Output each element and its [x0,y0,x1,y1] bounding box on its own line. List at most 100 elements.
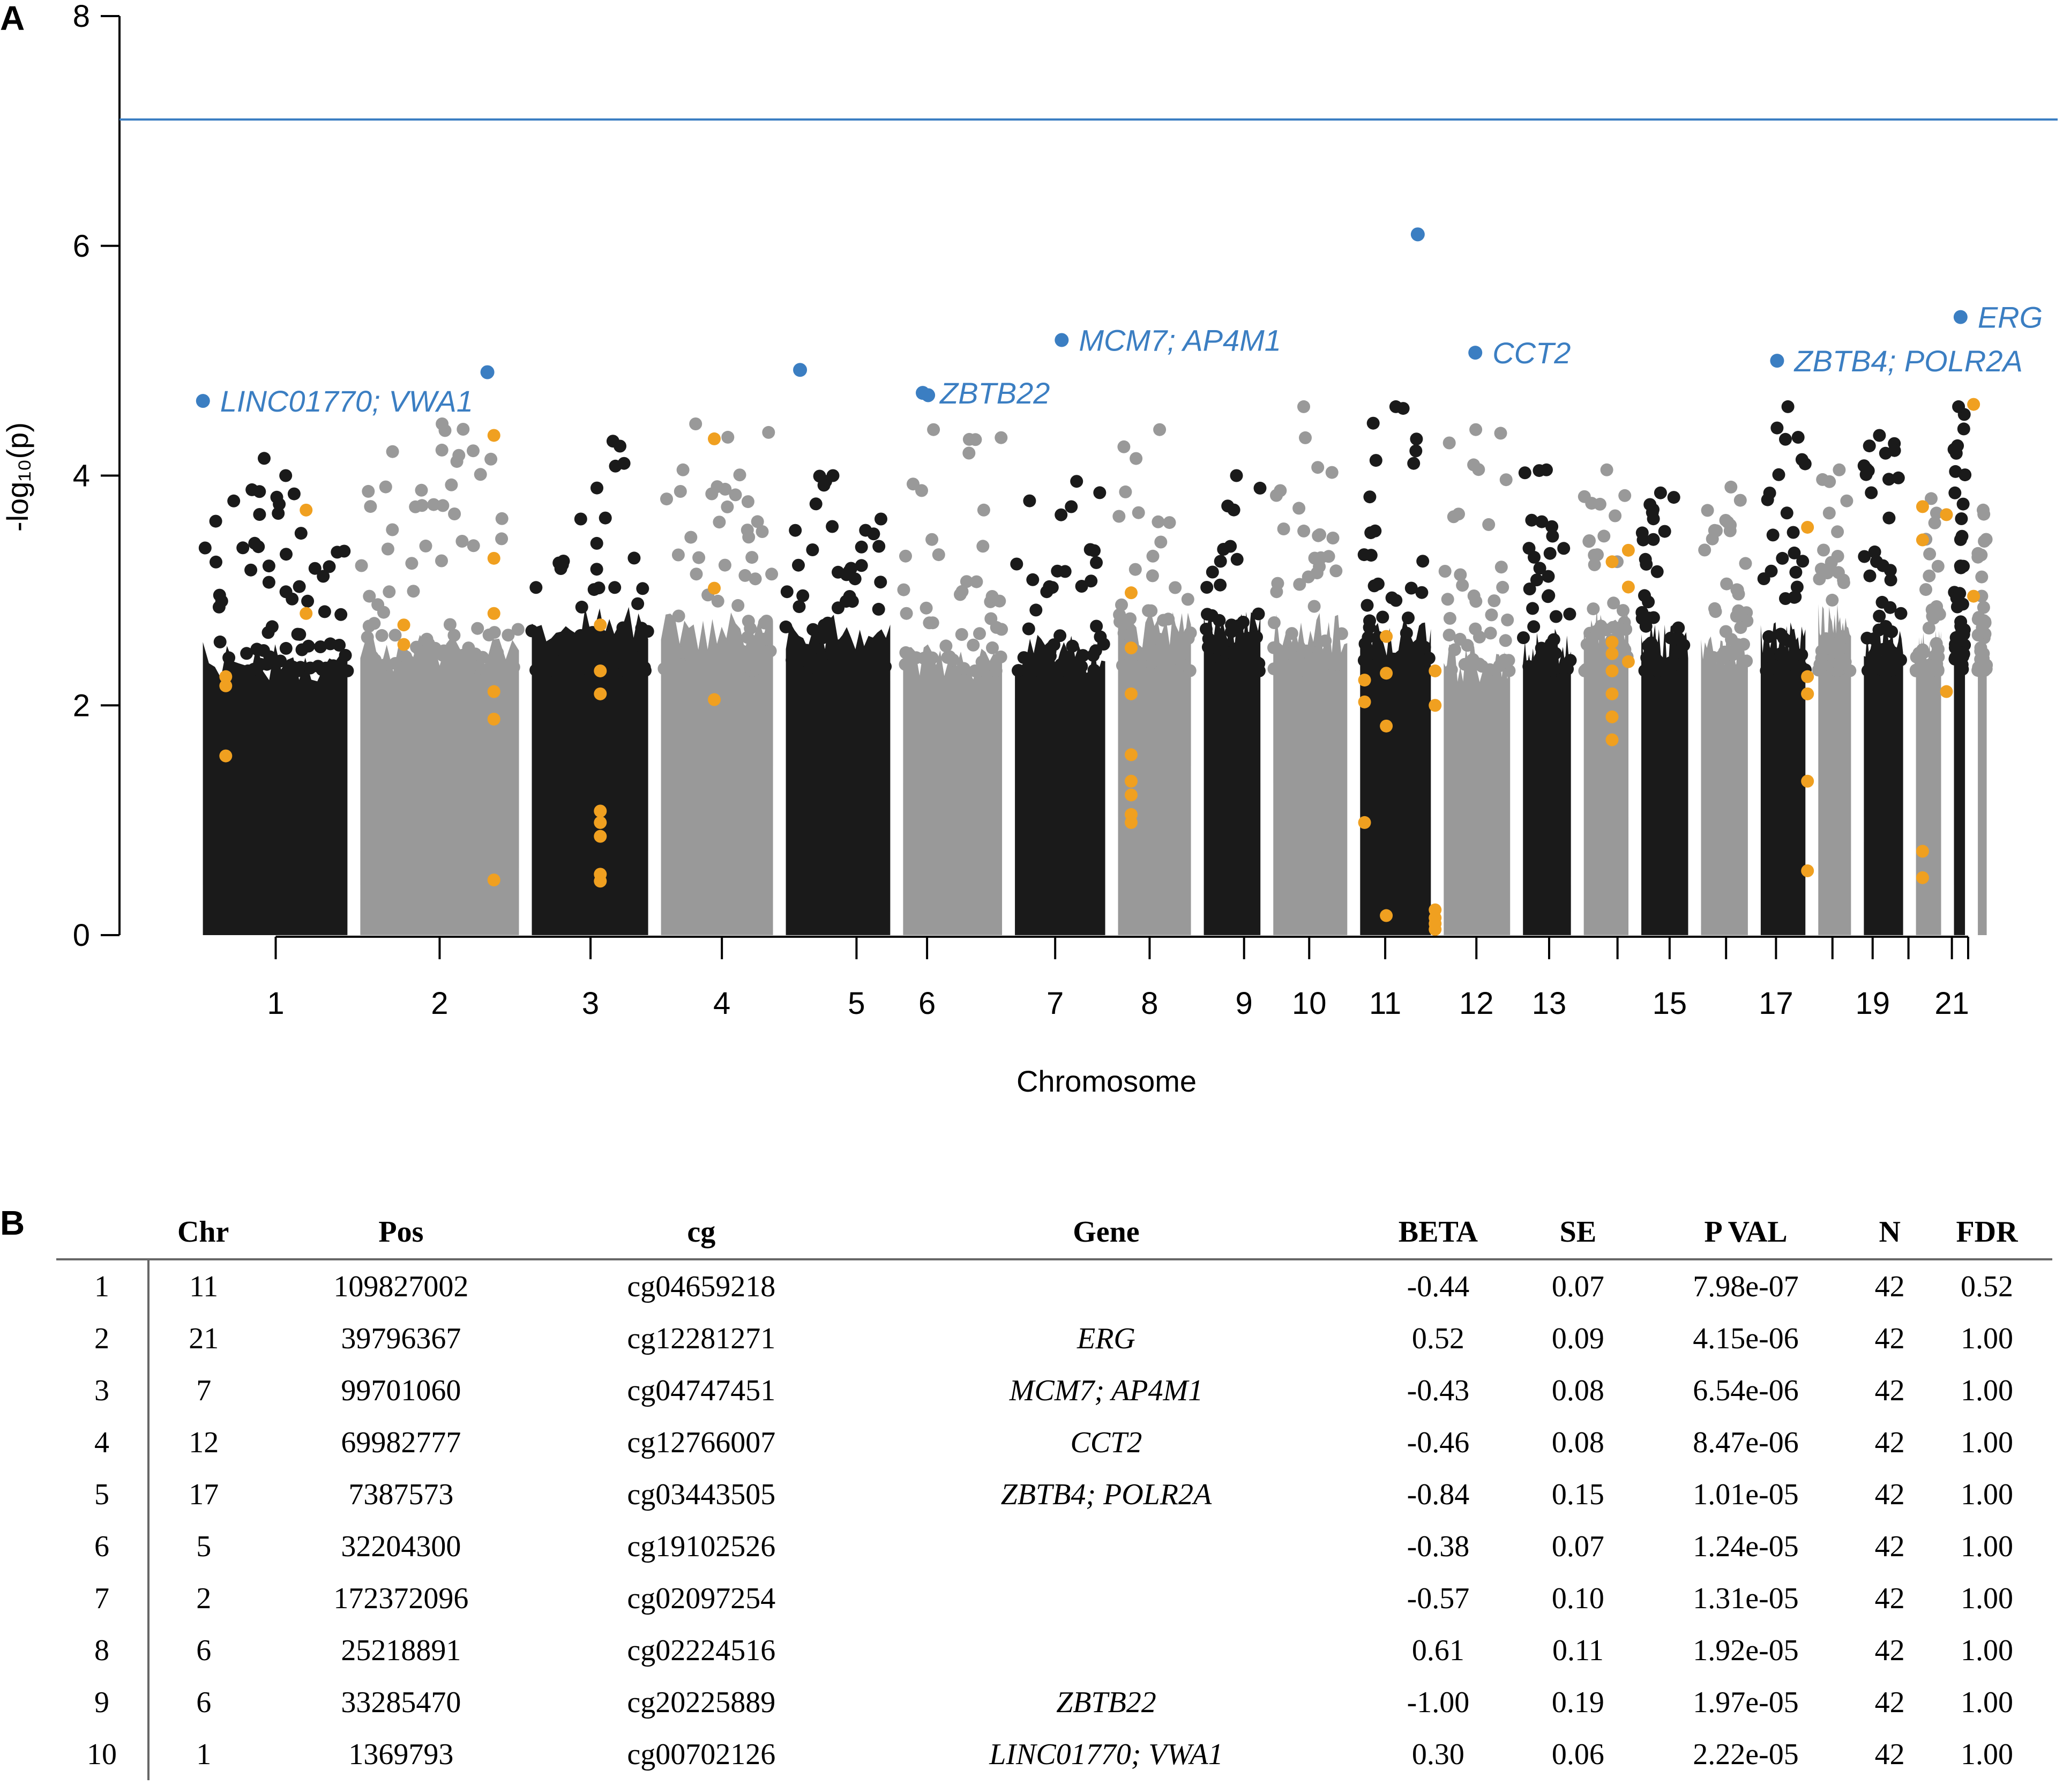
table-cell: 0.11 [1552,1633,1604,1667]
table-cell: -0.46 [1407,1425,1470,1459]
point [407,585,420,598]
table-cell: cg04659218 [627,1270,776,1303]
point [386,523,399,536]
point [818,618,831,632]
point [1607,596,1620,610]
point [1618,489,1632,502]
point [843,564,856,578]
highlight-point [1380,630,1393,643]
point [511,623,525,636]
chromosome-15-points [1635,486,1691,935]
point [1647,611,1660,624]
point [1409,444,1423,458]
point [1822,506,1836,520]
point [314,640,327,653]
chromosome-14-density [1583,608,1629,935]
point [427,498,440,511]
panel-label-a: A [0,0,25,38]
point [1112,510,1126,523]
highlight-point [708,432,721,445]
point [435,554,448,568]
table-cell: 0.52 [1411,1321,1464,1355]
highlight-point [1124,788,1138,802]
point [1863,569,1877,583]
point [1153,423,1167,436]
point [1023,494,1036,507]
table-cell: 1.00 [1961,1581,2013,1615]
point [812,662,825,675]
point [262,576,275,589]
column-header: P VAL [1633,1206,1858,1260]
highlight-point [1916,500,1929,513]
point [1654,486,1667,499]
point [1161,645,1175,659]
point [236,541,250,555]
point [713,516,726,529]
point [1363,490,1377,504]
point [1230,655,1243,669]
table-cell: 0.07 [1551,1270,1604,1303]
point [1948,486,1962,499]
point [443,618,457,631]
point [1224,540,1237,553]
point [1253,481,1267,495]
point [1146,549,1160,563]
table-cell: 109827002 [333,1270,469,1303]
point [1587,602,1600,616]
chromosome-7-density [1015,634,1105,935]
point [1307,600,1321,613]
point [900,607,913,620]
table-cell: ZBTB22 [1056,1685,1156,1719]
point [1817,543,1830,557]
point [445,478,458,491]
table-cell: 6.54e-06 [1693,1373,1799,1407]
chromosome-22-density [1978,638,1987,935]
point [590,536,603,550]
point [1297,400,1310,413]
point [1250,630,1263,644]
chromosome-8-points [1112,423,1197,935]
table-cell: cg12281271 [627,1321,776,1355]
point [1448,643,1461,656]
point [599,511,612,525]
point [719,482,732,496]
point [874,512,887,526]
table-row: 1 11 109827002 cg04659218 -0.44 0.07 7.98e-07 4… [56,1259,2052,1312]
point [859,524,872,537]
point [1635,606,1649,619]
point [1712,663,1725,676]
point [674,658,687,671]
table-cell: 7.98e-07 [1693,1270,1799,1303]
point [1922,622,1935,634]
point [721,430,735,444]
point [1143,634,1156,647]
point [1093,486,1107,499]
point [1469,423,1483,436]
table-cell: 1.92e-05 [1693,1633,1799,1667]
point [270,490,283,504]
table-cell: 0.15 [1551,1477,1604,1511]
point [962,446,976,460]
point [1499,634,1512,647]
point [1840,494,1853,507]
point [364,500,377,513]
point [1831,525,1844,539]
point [1931,559,1945,573]
point [1438,565,1452,578]
highlight-point [1605,733,1619,746]
point [1059,664,1073,677]
point [558,664,572,677]
highlight-point [594,816,607,829]
point [977,503,990,517]
point [932,548,945,562]
point [1578,490,1591,503]
chromosome-3-points [525,435,654,935]
point [1647,533,1660,546]
point [816,631,829,645]
point [383,585,396,599]
point [1974,661,1987,675]
table-cell: 4 [56,1416,150,1468]
point [1033,664,1047,677]
point [915,484,928,497]
